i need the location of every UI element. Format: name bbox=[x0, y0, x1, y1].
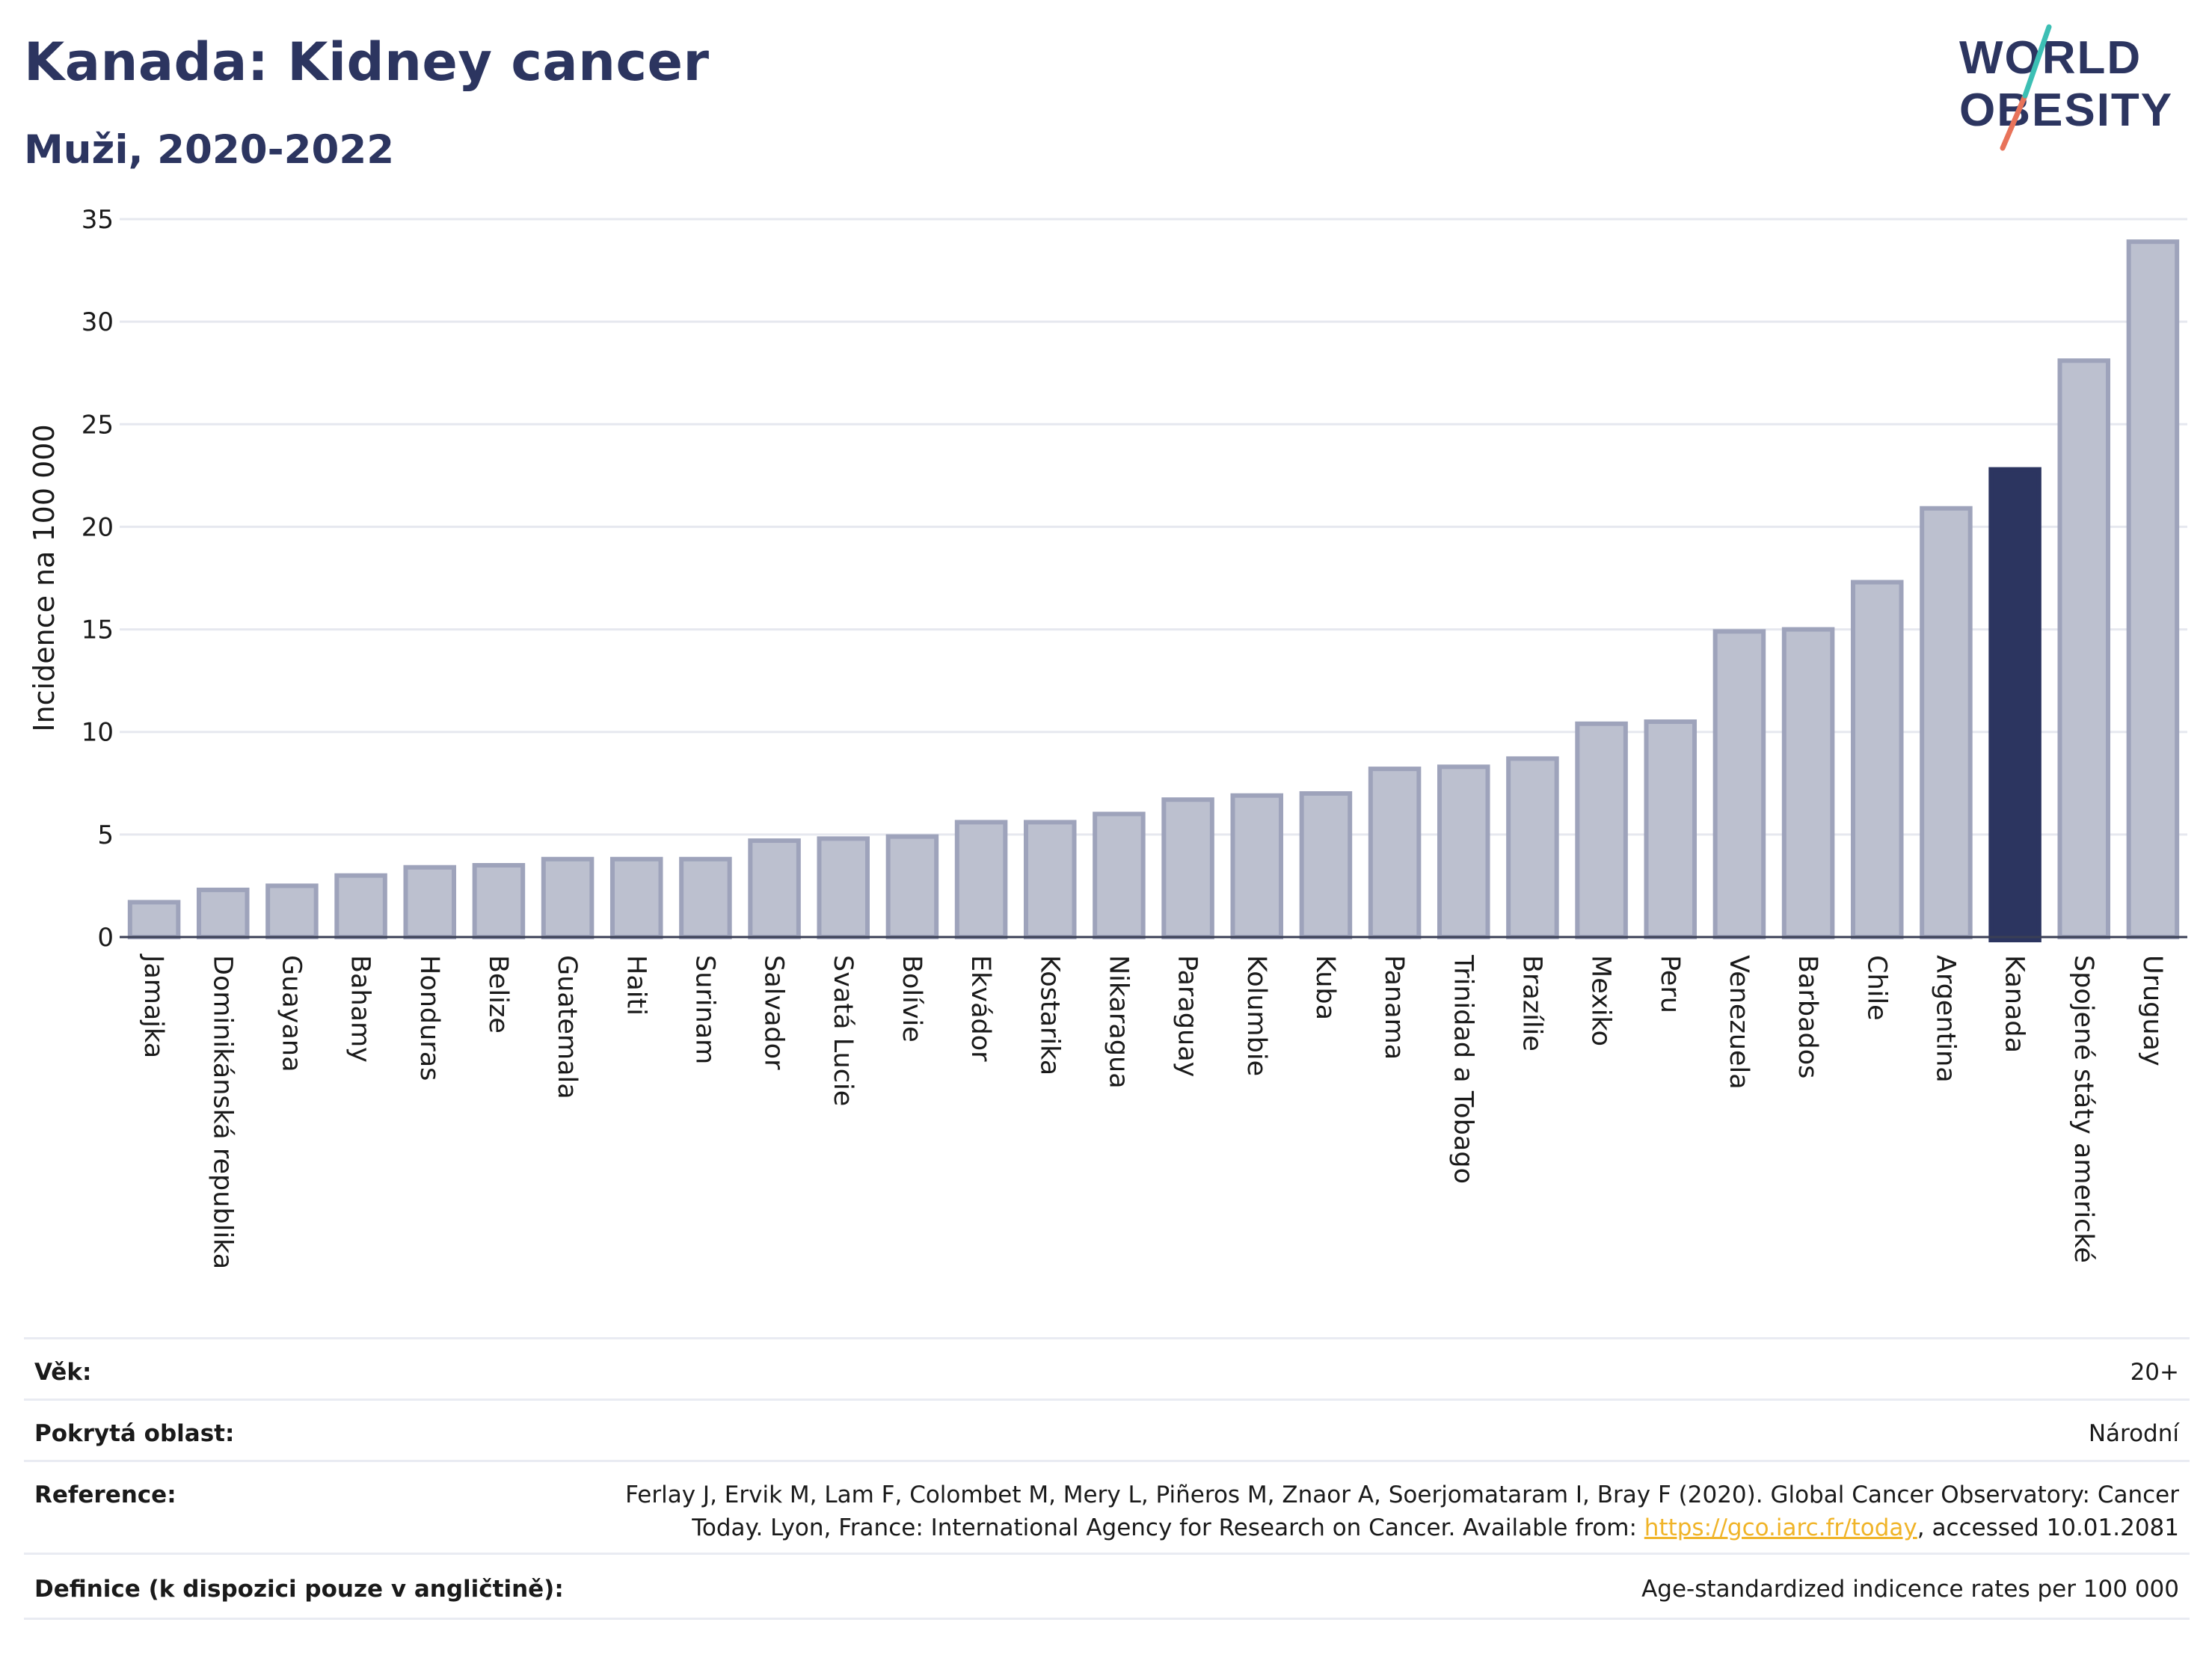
bar bbox=[1920, 506, 1973, 939]
x-tick-label: Peru bbox=[1655, 955, 1685, 1013]
x-tick-label: Guayana bbox=[276, 955, 306, 1072]
bar bbox=[1781, 627, 1835, 939]
bar bbox=[817, 836, 870, 940]
x-tick-label: Honduras bbox=[414, 955, 444, 1081]
bar bbox=[1575, 721, 1628, 939]
x-tick-label: Bolívie bbox=[897, 955, 927, 1043]
bar bbox=[403, 865, 457, 939]
bar bbox=[1299, 791, 1353, 939]
y-axis-label: Incidence na 100 000 bbox=[28, 424, 61, 731]
bar bbox=[748, 838, 801, 939]
x-tick-label: Chile bbox=[1861, 955, 1891, 1021]
bar bbox=[472, 863, 526, 939]
x-tick-label: Bahamy bbox=[345, 955, 375, 1063]
bar bbox=[1161, 797, 1214, 939]
bar bbox=[265, 883, 319, 940]
bar-chart: 0 5 10 15 20 25 30 35 Incidence na 100 000 Jamajk… bbox=[28, 205, 2187, 1269]
x-tick-label: Kostarika bbox=[1034, 955, 1064, 1075]
y-tick-label: 5 bbox=[97, 820, 114, 850]
x-tick-label: Paraguay bbox=[1173, 955, 1202, 1077]
page-title: Kanada: Kidney cancer bbox=[24, 31, 710, 93]
x-tick-label: Belize bbox=[483, 955, 513, 1034]
reference-link[interactable]: https://gco.iarc.fr/today bbox=[1644, 1514, 1917, 1541]
bar bbox=[679, 856, 732, 940]
x-tick-label: Ekvádor bbox=[965, 955, 995, 1062]
y-tick-label: 10 bbox=[82, 718, 114, 748]
x-tick-label: Mexiko bbox=[1586, 955, 1616, 1046]
x-tick-label: Salvador bbox=[759, 955, 789, 1070]
y-tick-label: 0 bbox=[97, 923, 114, 953]
bar bbox=[1850, 580, 1904, 939]
bar bbox=[1368, 767, 1422, 939]
y-tick-label: 25 bbox=[82, 410, 114, 440]
x-tick-label: Svatá Lucie bbox=[828, 955, 858, 1106]
reference-line2-post: , accessed 10.01.2081 bbox=[1917, 1514, 2179, 1541]
bar bbox=[1988, 467, 2042, 942]
x-tick-label: Kuba bbox=[1310, 955, 1340, 1020]
reference-line2-pre: Today. Lyon, France: International Agenc… bbox=[692, 1514, 1644, 1541]
x-tick-label: Jamajka bbox=[138, 954, 168, 1058]
footer-row-age: Věk: 20+ bbox=[24, 1337, 2190, 1401]
logo-line2: OBESITY bbox=[1959, 85, 2173, 136]
y-tick-label: 20 bbox=[82, 512, 114, 542]
area-value: Národní bbox=[2088, 1420, 2179, 1447]
area-label: Pokrytá oblast: bbox=[34, 1420, 235, 1447]
x-tick-label: Brazílie bbox=[1517, 955, 1546, 1051]
footer-row-area: Pokrytá oblast: Národní bbox=[24, 1398, 2190, 1462]
footer-row-reference: Reference: Ferlay J, Ervik M, Lam F, Col… bbox=[24, 1460, 2190, 1555]
bar bbox=[1023, 820, 1077, 940]
bar bbox=[334, 873, 387, 939]
definition-label: Definice (k dispozici pouze v angličtině… bbox=[34, 1576, 564, 1603]
bar bbox=[609, 856, 663, 940]
age-label: Věk: bbox=[34, 1359, 92, 1386]
bar bbox=[1230, 793, 1284, 939]
world-obesity-logo: WORLD OBESITY bbox=[1959, 24, 2173, 151]
page-subtitle: Muži, 2020-2022 bbox=[24, 127, 395, 173]
bar bbox=[954, 820, 1008, 940]
reference-line1: Ferlay J, Ervik M, Lam F, Colombet M, Me… bbox=[625, 1481, 2179, 1508]
x-tick-label: Kanada bbox=[2000, 955, 2030, 1053]
x-tick-label: Dominikánská republika bbox=[207, 955, 237, 1269]
x-tick-label: Trinidad a Tobago bbox=[1448, 954, 1478, 1184]
bar bbox=[1506, 756, 1559, 939]
y-tick-label: 15 bbox=[82, 615, 114, 645]
x-tick-label: Panama bbox=[1379, 955, 1409, 1060]
x-tick-label: Surinam bbox=[689, 955, 719, 1064]
x-tick-label: Nikaragua bbox=[1103, 955, 1133, 1089]
age-value: 20+ bbox=[2130, 1359, 2179, 1386]
reference-label: Reference: bbox=[34, 1481, 176, 1508]
bar bbox=[1644, 719, 1698, 939]
y-tick-label: 30 bbox=[82, 307, 114, 337]
reference-text: Ferlay J, Ervik M, Lam F, Colombet M, Me… bbox=[459, 1479, 2179, 1544]
footer-row-definition: Definice (k dispozici pouze v angličtině… bbox=[24, 1553, 2190, 1620]
y-tick-label: 35 bbox=[82, 205, 114, 235]
x-tick-label: Kolumbie bbox=[1241, 955, 1271, 1076]
bar bbox=[1712, 629, 1766, 939]
bar bbox=[127, 900, 181, 940]
bar bbox=[1093, 811, 1146, 940]
reference-line2: Today. Lyon, France: International Agenc… bbox=[459, 1511, 2179, 1544]
bar bbox=[1437, 764, 1490, 940]
bar bbox=[2057, 358, 2111, 939]
bar bbox=[196, 887, 250, 940]
logo-line1: WORLD bbox=[1959, 32, 2142, 84]
bar bbox=[541, 856, 595, 940]
x-tick-label: Haiti bbox=[621, 955, 651, 1016]
x-tick-label: Guatemala bbox=[552, 955, 582, 1099]
x-tick-label: Barbados bbox=[1792, 955, 1822, 1078]
x-tick-label: Venezuela bbox=[1724, 955, 1754, 1090]
bar bbox=[885, 834, 939, 939]
bar bbox=[2126, 239, 2180, 939]
x-tick-label: Argentina bbox=[1930, 955, 1960, 1083]
x-tick-label: Uruguay bbox=[2137, 955, 2167, 1066]
x-tick-label: Spojené státy americké bbox=[2068, 955, 2098, 1263]
definition-value: Age-standardized indicence rates per 100… bbox=[1641, 1576, 2179, 1603]
